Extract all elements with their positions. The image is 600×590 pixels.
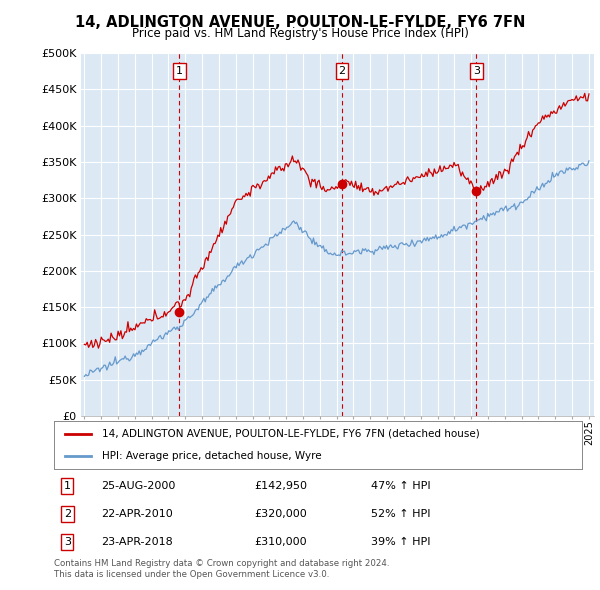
Text: £142,950: £142,950 — [254, 481, 308, 491]
Text: Contains HM Land Registry data © Crown copyright and database right 2024.
This d: Contains HM Land Registry data © Crown c… — [54, 559, 389, 579]
Text: £320,000: £320,000 — [254, 509, 307, 519]
Text: 25-AUG-2000: 25-AUG-2000 — [101, 481, 176, 491]
Text: 1: 1 — [64, 481, 71, 491]
Text: 1: 1 — [176, 66, 183, 76]
Text: 3: 3 — [473, 66, 480, 76]
Text: 14, ADLINGTON AVENUE, POULTON-LE-FYLDE, FY6 7FN: 14, ADLINGTON AVENUE, POULTON-LE-FYLDE, … — [75, 15, 525, 30]
Text: 14, ADLINGTON AVENUE, POULTON-LE-FYLDE, FY6 7FN (detached house): 14, ADLINGTON AVENUE, POULTON-LE-FYLDE, … — [101, 429, 479, 439]
Text: 3: 3 — [64, 537, 71, 547]
Text: 2: 2 — [338, 66, 346, 76]
Text: Price paid vs. HM Land Registry's House Price Index (HPI): Price paid vs. HM Land Registry's House … — [131, 27, 469, 40]
Text: 47% ↑ HPI: 47% ↑ HPI — [371, 481, 430, 491]
Text: 22-APR-2010: 22-APR-2010 — [101, 509, 173, 519]
Text: £310,000: £310,000 — [254, 537, 307, 547]
Text: 52% ↑ HPI: 52% ↑ HPI — [371, 509, 430, 519]
Text: 23-APR-2018: 23-APR-2018 — [101, 537, 173, 547]
Text: 39% ↑ HPI: 39% ↑ HPI — [371, 537, 430, 547]
Text: HPI: Average price, detached house, Wyre: HPI: Average price, detached house, Wyre — [101, 451, 321, 461]
Text: 2: 2 — [64, 509, 71, 519]
